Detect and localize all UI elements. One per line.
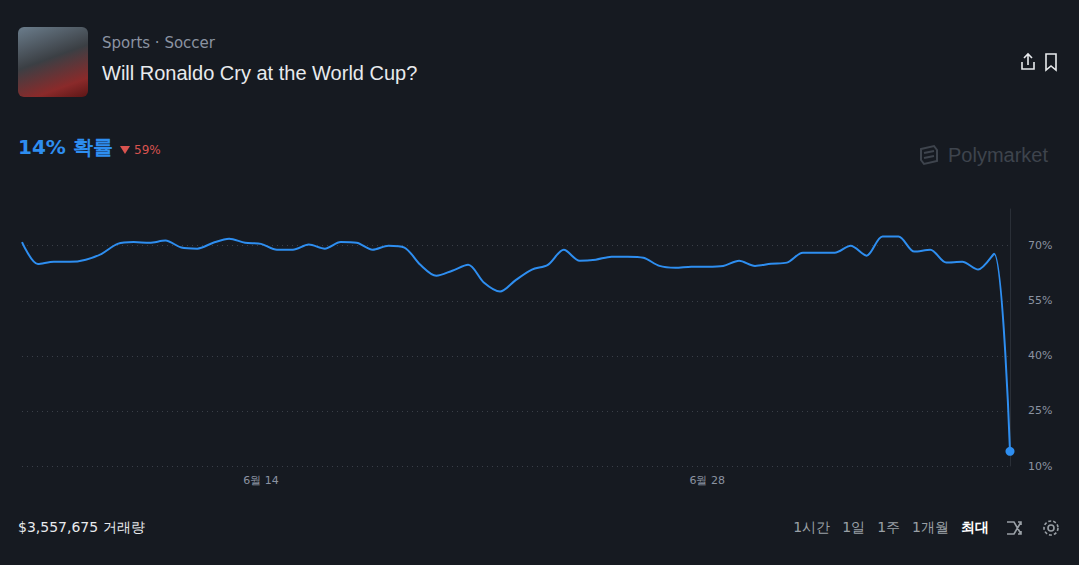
svg-text:10%: 10% (1028, 460, 1052, 473)
svg-text:6월 28: 6월 28 (689, 474, 725, 487)
html-text:Polymarket: Polymarket (948, 144, 1048, 166)
svg-text:40%: 40% (1028, 349, 1052, 362)
html-text:Sports · Soccer: Sports · Soccer (102, 34, 215, 52)
svg-text:25%: 25% (1028, 404, 1052, 417)
html-text:Will Ronaldo Cry at the World: Will Ronaldo Cry at the World Cup? (102, 62, 418, 84)
html-text:$3,557,675 거래량: $3,557,675 거래량 (18, 519, 145, 535)
html-text:1시간: 1시간 (793, 519, 831, 535)
html-text:최대: 최대 (961, 519, 989, 535)
html-text:59%: 59% (134, 143, 161, 157)
svg-text:55%: 55% (1028, 294, 1052, 307)
svg-text:6월 14: 6월 14 (243, 474, 279, 487)
html-text:1일: 1일 (842, 519, 866, 535)
svg-text:70%: 70% (1028, 239, 1052, 252)
html-text:14% 확률: 14% 확률 (18, 135, 113, 159)
html-text:1개월: 1개월 (912, 519, 949, 535)
html-text:1주: 1주 (877, 519, 901, 535)
